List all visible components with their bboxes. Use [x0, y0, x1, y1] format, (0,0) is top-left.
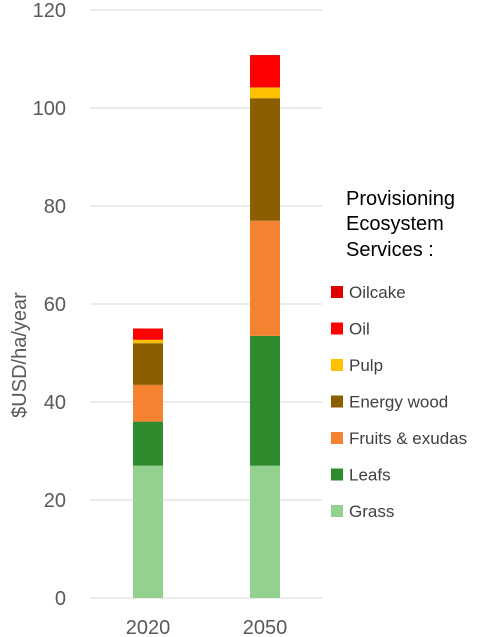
legend-label: Energy wood: [349, 393, 448, 412]
gridlines: [90, 9, 322, 599]
legend-title-line-2: Ecosystem: [346, 213, 444, 235]
legend-title-line-1: Provisioning: [346, 188, 455, 210]
y-tick-label: 60: [44, 294, 66, 316]
x-axis-ticks: 2020 2050: [126, 617, 288, 637]
legend-swatch: [331, 322, 343, 335]
legend-swatch: [331, 286, 343, 298]
legend-swatch: [331, 395, 343, 408]
y-tick-label: 120: [33, 0, 66, 22]
legend-label: Pulp: [349, 356, 383, 375]
legend-swatch: [331, 359, 343, 371]
bar-segment-leafs-2020: [133, 421, 163, 466]
x-tick-label: 2020: [126, 617, 171, 637]
legend-label: Fruits & exudas: [349, 429, 467, 448]
x-tick-label: 2050: [243, 617, 288, 637]
legend-label: Grass: [349, 502, 394, 521]
legend-title-line-3: Services :: [346, 239, 434, 261]
legend-swatch: [331, 432, 343, 444]
y-axis-ticks: 0 20 40 60 80 100 120: [33, 0, 66, 610]
legend-swatch: [331, 505, 343, 517]
legend-label: Oil: [349, 320, 370, 339]
y-axis-title: $USD/ha/year: [9, 292, 31, 418]
bar-segment-fruits-exudas-2020: [133, 384, 163, 422]
bar-segment-oilcake-2050: [250, 55, 280, 57]
legend: Provisioning Ecosystem Services : Oilcak…: [331, 188, 467, 521]
bar-segment-energy-wood-2050: [250, 98, 280, 221]
bar-segment-grass-2050: [250, 465, 280, 598]
y-tick-label: 20: [44, 490, 66, 512]
y-tick-label: 0: [55, 588, 66, 610]
y-tick-label: 40: [44, 392, 66, 414]
bar-segment-grass-2020: [133, 465, 163, 598]
bar-segment-oil-2050: [250, 56, 280, 88]
y-tick-label: 100: [33, 98, 66, 120]
bar-segment-oil-2020: [133, 328, 163, 340]
bar-segment-pulp-2050: [250, 87, 280, 99]
legend-label: Leafs: [349, 466, 391, 485]
bar-segment-leafs-2050: [250, 335, 280, 466]
bar-segment-energy-wood-2020: [133, 343, 163, 385]
bar-segment-fruits-exudas-2050: [250, 220, 280, 336]
y-tick-label: 80: [44, 196, 66, 218]
legend-swatch: [331, 468, 343, 481]
bars: [133, 55, 280, 598]
legend-label: Oilcake: [349, 283, 406, 302]
bar-segment-pulp-2020: [133, 339, 163, 344]
